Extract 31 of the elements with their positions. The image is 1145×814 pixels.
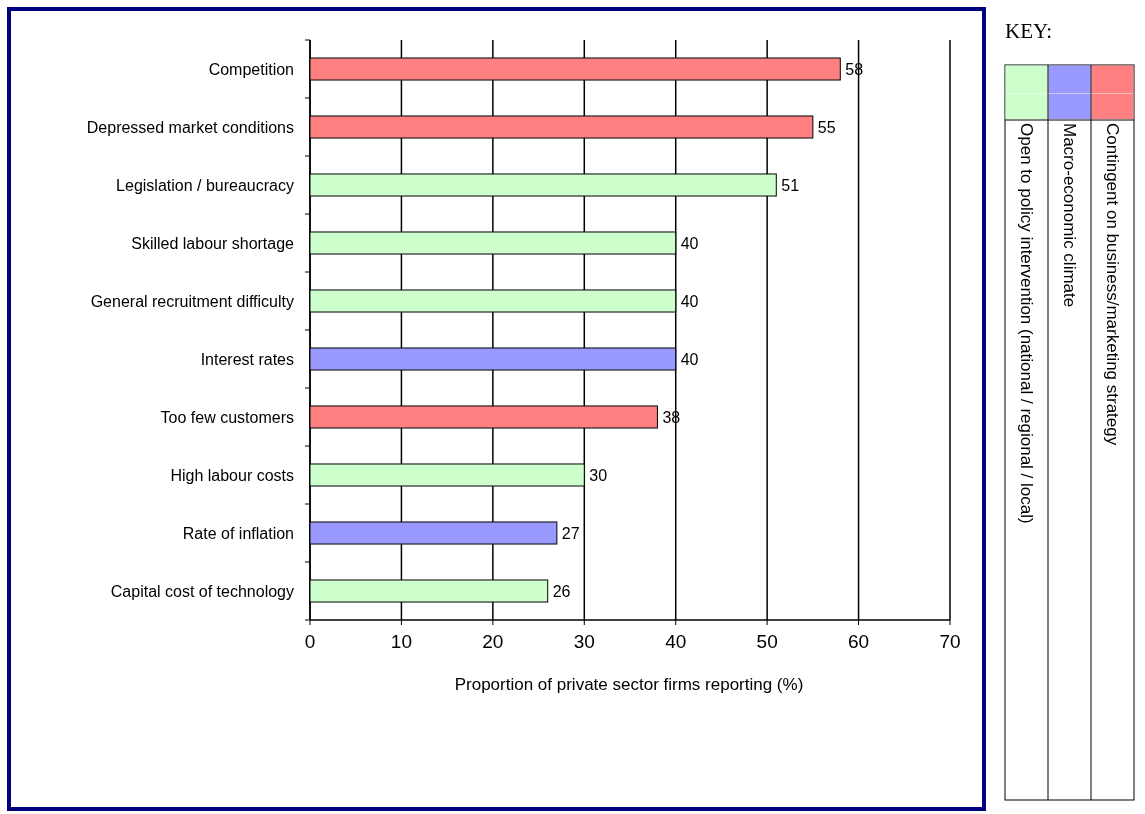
y-tick-label: Capital cost of technology	[110, 582, 294, 600]
x-tick-label: 20	[482, 631, 504, 652]
data-label: 40	[680, 234, 699, 252]
y-tick-label: Competition	[208, 60, 294, 78]
y-tick-label: High labour costs	[170, 466, 294, 484]
x-tick-label: 60	[848, 631, 870, 652]
x-tick-label: 30	[573, 631, 595, 652]
y-tick-label: Rate of inflation	[182, 524, 294, 542]
y-tick-label: Skilled labour shortage	[131, 234, 295, 252]
x-tick-label: 0	[304, 631, 316, 652]
x-tick-label: 50	[756, 631, 778, 652]
y-tick-label: Legislation / bureaucracy	[116, 176, 294, 194]
legend-label: Macro-economic climate	[1059, 123, 1079, 308]
y-tick-label: General recruitment difficulty	[90, 292, 294, 310]
data-label: 40	[680, 350, 699, 368]
y-tick-label: Interest rates	[200, 350, 294, 368]
data-label: 26	[552, 582, 571, 600]
legend-title: KEY:	[1005, 19, 1053, 43]
data-label: 55	[817, 118, 836, 136]
x-axis-title: Proportion of private sector firms reporting (%)	[454, 675, 804, 694]
legend-label: Contingent on business/marketing strategy	[1102, 123, 1122, 446]
y-tick-label: Depressed market conditions	[86, 118, 294, 136]
y-tick-label: Too few customers	[160, 408, 294, 426]
data-label: 27	[561, 524, 580, 542]
x-tick-label: 70	[939, 631, 961, 652]
legend-label: Open to policy intervention (national / regional / local)	[1016, 123, 1036, 524]
x-tick-label: 40	[665, 631, 687, 652]
data-label: 30	[589, 466, 608, 484]
data-label: 40	[680, 292, 699, 310]
x-tick-label: 10	[390, 631, 412, 652]
data-label: 51	[781, 176, 800, 194]
